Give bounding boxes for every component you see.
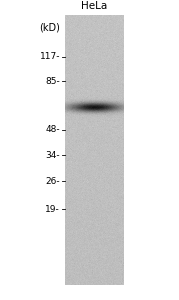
- Text: 26-: 26-: [45, 176, 60, 185]
- Text: 48-: 48-: [45, 125, 60, 134]
- Text: HeLa: HeLa: [81, 1, 108, 11]
- Text: 19-: 19-: [45, 205, 60, 214]
- Text: 85-: 85-: [45, 76, 60, 86]
- Text: 34-: 34-: [45, 151, 60, 160]
- Text: 117-: 117-: [40, 52, 60, 61]
- Text: (kD): (kD): [39, 23, 60, 33]
